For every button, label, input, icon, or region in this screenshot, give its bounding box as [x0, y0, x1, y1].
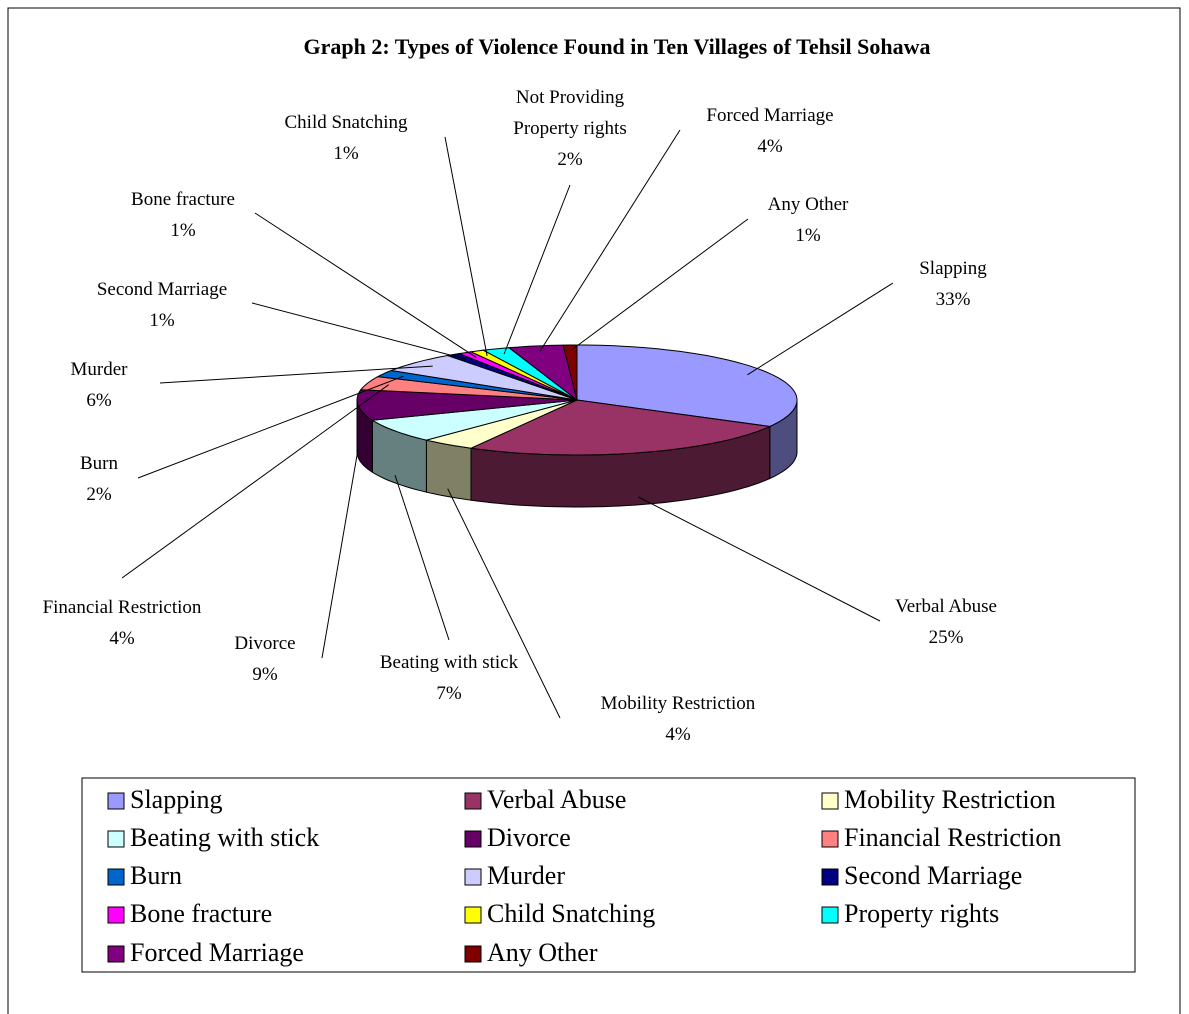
- value-label: 9%: [252, 664, 278, 685]
- value-label: 1%: [149, 310, 175, 331]
- slice-label: Divorce: [234, 633, 296, 654]
- value-label: 4%: [757, 136, 783, 157]
- leader-line: [503, 184, 571, 355]
- legend-label: Beating with stick: [130, 823, 319, 852]
- legend-swatch: [107, 868, 125, 886]
- leader-line: [638, 496, 881, 622]
- value-label: 1%: [333, 143, 359, 164]
- legend-swatch: [464, 945, 482, 963]
- legend-swatch: [464, 830, 482, 848]
- leader-line: [394, 474, 450, 641]
- leader-line: [121, 384, 389, 579]
- value-label: 6%: [86, 390, 112, 411]
- data-label: Child Snatching 1%: [256, 107, 436, 169]
- data-label: Murder 6%: [59, 354, 139, 416]
- legend-label: Divorce: [487, 823, 571, 852]
- leader-line: [159, 365, 433, 384]
- legend-swatch: [107, 792, 125, 810]
- legend-swatch: [821, 830, 839, 848]
- leader-line: [321, 449, 359, 659]
- data-label: Second Marriage 1%: [62, 274, 262, 336]
- slice: [469, 399, 772, 456]
- data-label: Not Providing Property rights 2%: [485, 82, 655, 175]
- legend-swatch: [107, 945, 125, 963]
- legend-label: Financial Restriction: [844, 823, 1061, 852]
- legend-label: Murder: [487, 861, 565, 890]
- value-label: 4%: [665, 724, 691, 745]
- legend-label: Slapping: [130, 785, 222, 814]
- legend-label: Property rights: [844, 899, 999, 928]
- slice-label: Bone fracture: [131, 189, 235, 210]
- value-label: 1%: [170, 220, 196, 241]
- value-label: 33%: [935, 289, 971, 310]
- leader-line: [137, 375, 404, 479]
- slice-label: Beating with stick: [379, 652, 519, 673]
- data-label: Forced Marriage 4%: [680, 100, 860, 162]
- value-label: 1%: [795, 225, 821, 246]
- data-label: Any Other 1%: [748, 189, 868, 251]
- slice-label: Verbal Abuse: [895, 596, 997, 617]
- slice-label: Second Marriage: [96, 279, 228, 300]
- leader-line: [254, 212, 477, 358]
- data-label: Mobility Restriction 4%: [563, 688, 793, 750]
- data-label: Verbal Abuse 25%: [876, 591, 1016, 653]
- legend-label: Child Snatching: [487, 899, 655, 928]
- data-label: Slapping 33%: [893, 253, 1013, 315]
- legend-swatch: [821, 906, 839, 924]
- slice-label: Forced Marriage: [706, 105, 834, 126]
- legend-label: Any Other: [487, 938, 598, 967]
- slice-label: Burn: [80, 453, 118, 474]
- data-label: Divorce 9%: [205, 628, 325, 690]
- slice-label: Slapping: [919, 258, 987, 279]
- frame: [7, 7, 1181, 1014]
- slice: [507, 344, 578, 402]
- slice: [562, 344, 578, 401]
- legend-swatch: [464, 906, 482, 924]
- legend-swatch: [821, 792, 839, 810]
- legend-swatch: [107, 906, 125, 924]
- legend-label: Second Marriage: [844, 861, 1022, 890]
- slice: [576, 344, 798, 428]
- value-label: 4%: [109, 628, 135, 649]
- legend-label: Mobility Restriction: [844, 785, 1056, 814]
- data-label: Bone fracture 1%: [103, 184, 263, 246]
- slice-label: Murder: [70, 359, 128, 380]
- legend-box: [81, 777, 1136, 973]
- slice-label: Mobility Restriction: [600, 693, 756, 714]
- legend-swatch: [107, 830, 125, 848]
- legend-swatch: [464, 792, 482, 810]
- legend-label: Bone fracture: [130, 899, 272, 928]
- slice-label: Financial Restriction: [42, 597, 202, 618]
- slice-label: Any Other: [767, 194, 849, 215]
- slice: [370, 399, 578, 441]
- value-label: 2%: [86, 484, 112, 505]
- leader-line: [444, 136, 488, 356]
- leader-line: [251, 302, 466, 360]
- data-label: Financial Restriction 4%: [12, 592, 232, 654]
- leader-line: [570, 218, 749, 351]
- slice-label: Not Providing Property rights: [513, 87, 627, 139]
- legend-label: Verbal Abuse: [487, 785, 626, 814]
- leader-line: [447, 488, 561, 719]
- legend-label: Forced Marriage: [130, 938, 304, 967]
- legend-label: Burn: [130, 861, 182, 890]
- legend-swatch: [464, 868, 482, 886]
- value-label: 2%: [557, 149, 583, 170]
- chart-title: Graph 2: Types of Violence Found in Ten …: [304, 34, 931, 59]
- slice-label: Child Snatching: [284, 112, 408, 133]
- leader-line: [747, 282, 894, 376]
- value-label: 7%: [436, 683, 462, 704]
- leader-line: [539, 129, 681, 352]
- slice: [426, 399, 578, 449]
- data-label: Beating with stick 7%: [349, 647, 549, 709]
- value-label: 25%: [928, 627, 964, 648]
- data-label: Burn 2%: [69, 448, 129, 510]
- legend-swatch: [821, 868, 839, 886]
